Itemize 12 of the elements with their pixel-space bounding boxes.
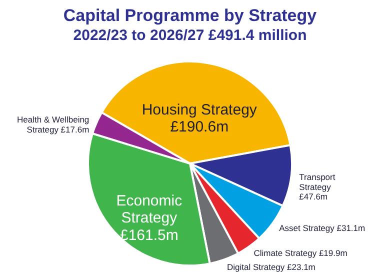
slice-label: Economic Strategy xyxy=(116,192,183,227)
data-label: £161.5m xyxy=(120,226,178,244)
chart-title: Capital Programme by Strategy xyxy=(63,6,318,25)
slice-label: Asset Strategy £31.1m xyxy=(279,222,366,233)
slice-label: Health & Wellbeing Strategy £17.6m xyxy=(17,114,90,134)
data-label: £47.6m xyxy=(299,192,328,202)
slice-label: Housing Strategy xyxy=(142,101,258,118)
chart-subtitle: 2022/23 to 2026/27 £491.4 million xyxy=(73,27,307,44)
data-label: £190.6m xyxy=(170,118,229,136)
slice-label: Climate Strategy £19.9m xyxy=(254,248,348,258)
slice-label: Digital Strategy £23.1m xyxy=(227,262,316,272)
slice-label: Transport Strategy xyxy=(299,172,336,192)
